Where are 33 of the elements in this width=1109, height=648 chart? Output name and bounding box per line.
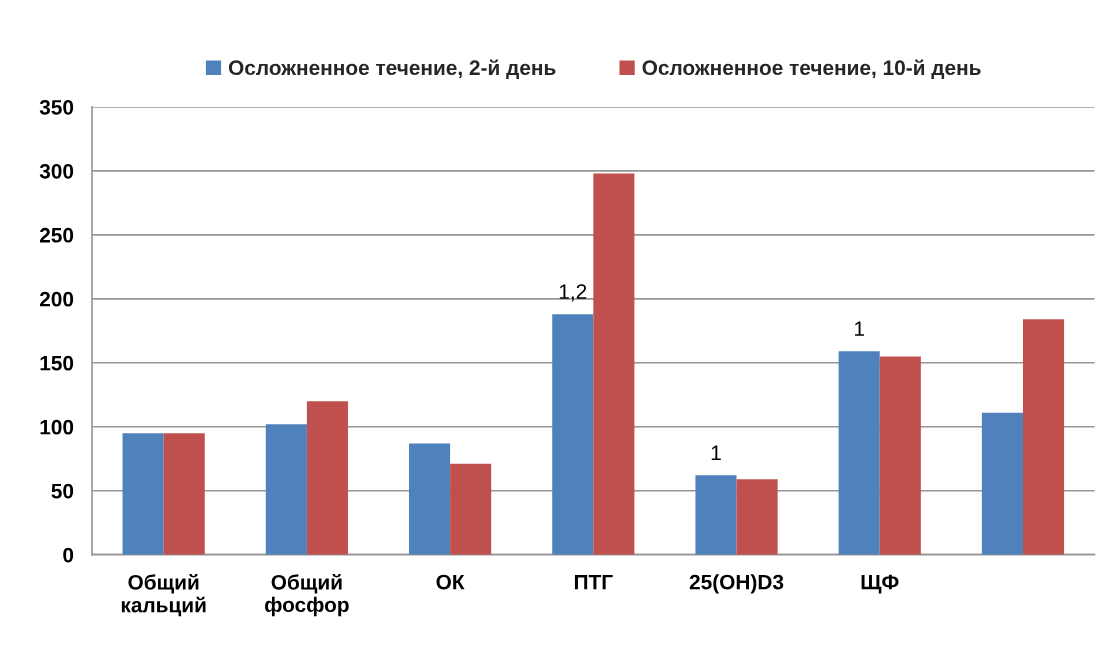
legend-label: Осложненное течение, 10-й день: [642, 59, 981, 80]
bar: [879, 356, 921, 555]
annotation: 1: [855, 321, 864, 336]
y-tick-label: 150: [40, 355, 74, 371]
bar: [552, 314, 594, 555]
y-tick-label: 100: [40, 419, 74, 435]
bar: [163, 433, 205, 555]
y-tick-label: 350: [39, 99, 74, 115]
x-tick-label: ЩФ: [861, 574, 899, 594]
y-tick-label: 300: [39, 163, 74, 179]
x-tick-label: Общий фосфор: [265, 573, 349, 617]
y-tick-label: 250: [39, 227, 74, 243]
x-tick-label: 25(OH)D3: [689, 574, 784, 594]
bar: [736, 479, 778, 555]
bar: [1022, 319, 1065, 555]
y-tick-label: 50: [51, 483, 74, 499]
bar: [450, 463, 492, 555]
bar: [306, 401, 348, 555]
bar: [122, 433, 164, 555]
annotation: 1: [711, 445, 721, 460]
x-tick-label: ОК: [436, 574, 465, 590]
x-tick-label: Общий кальций: [121, 573, 206, 617]
bar: [265, 424, 307, 555]
y-tick-label: 0: [63, 547, 74, 563]
bar: [838, 351, 880, 555]
bar: [695, 475, 737, 555]
x-tick-label: ПТГ: [574, 574, 613, 590]
bar: [408, 443, 451, 555]
bar: [593, 173, 635, 555]
bar: [981, 412, 1023, 555]
annotation: 1,2: [559, 284, 587, 302]
y-tick-label: 200: [39, 291, 74, 307]
legend-label: Осложненное течение, 2-й день: [228, 59, 556, 80]
